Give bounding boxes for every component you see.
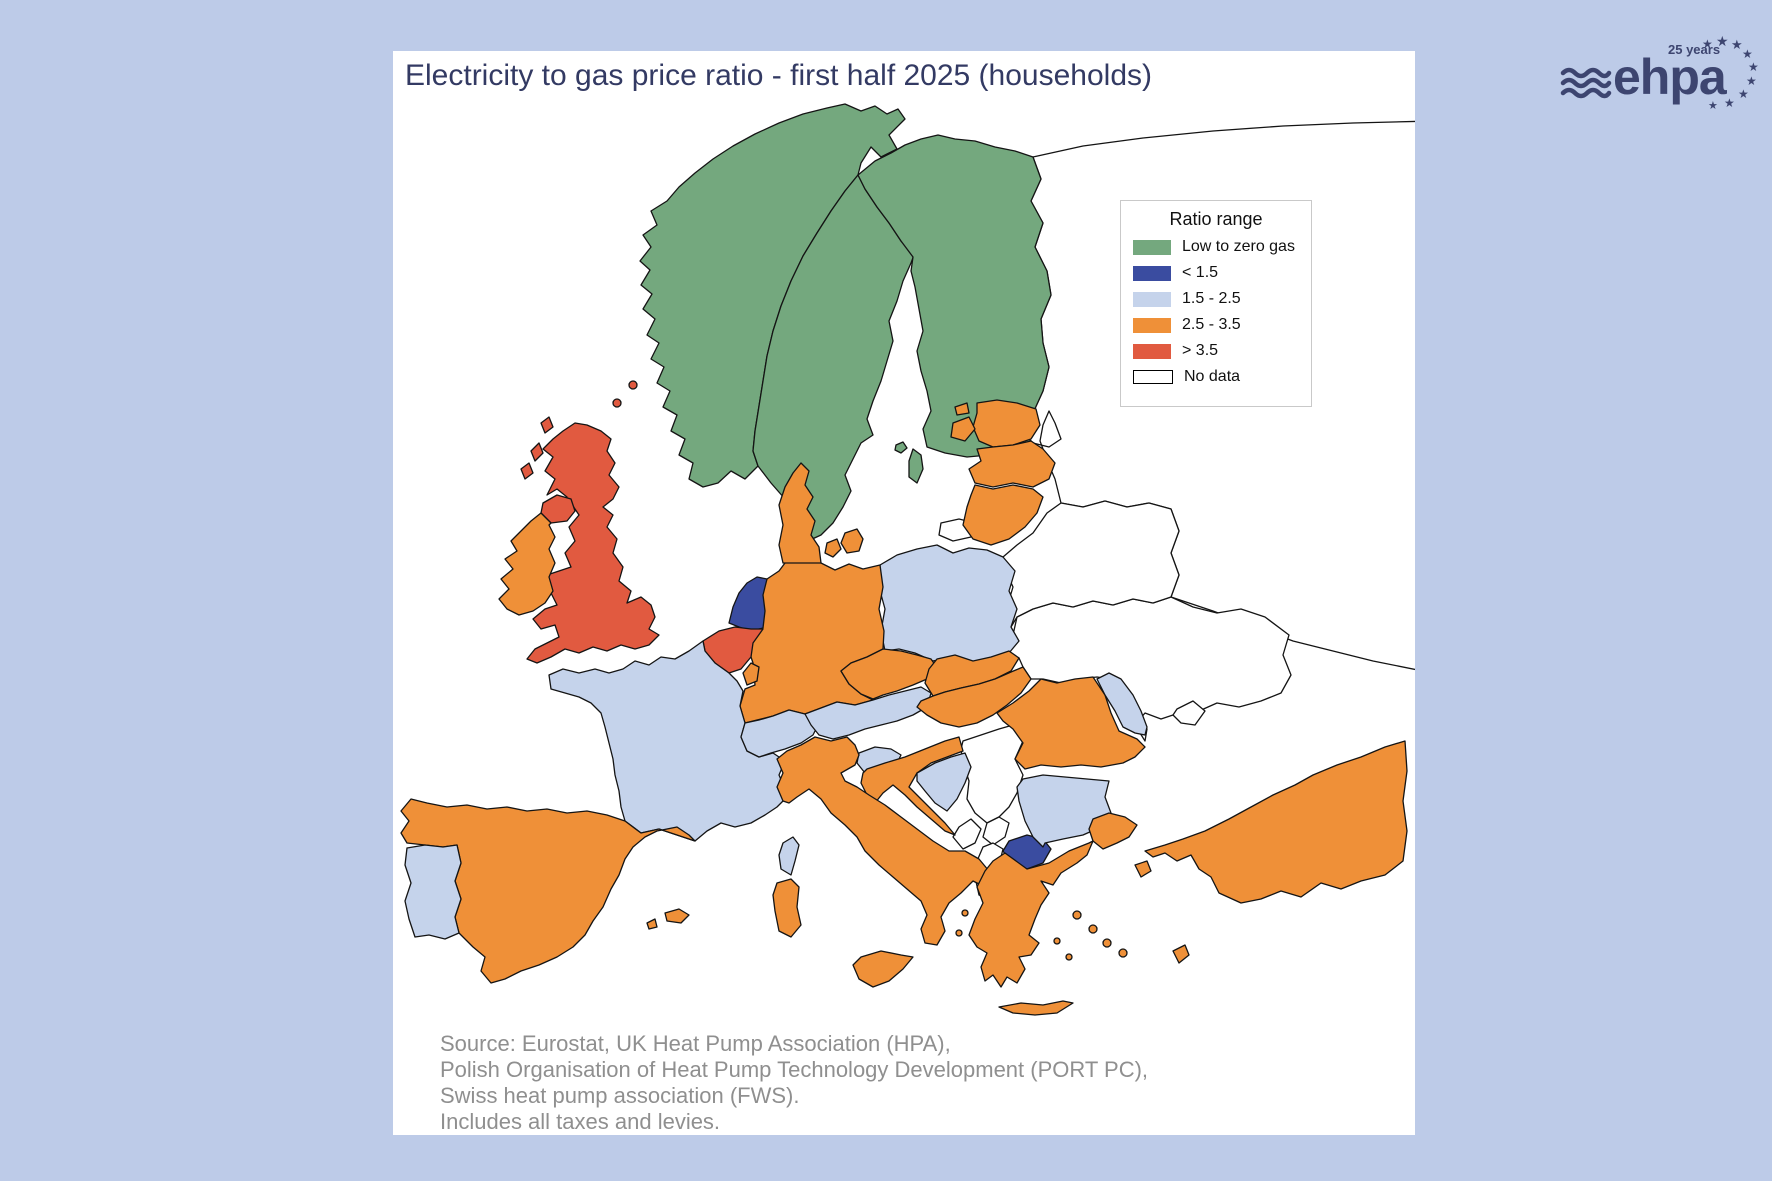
- country-denmark: [778, 462, 822, 564]
- aland-islands: [894, 441, 908, 454]
- sardinia-island: [772, 878, 802, 938]
- legend-swatch-lt-1-5: [1133, 265, 1171, 281]
- aegean-island: [1118, 948, 1128, 958]
- country-ireland: [498, 512, 556, 616]
- star-icon: ★: [1742, 47, 1753, 61]
- legend-title: Ratio range: [1169, 209, 1263, 229]
- source-line: Swiss heat pump association (FWS).: [440, 1083, 800, 1108]
- legend-item: 1.5 - 2.5: [1133, 290, 1299, 308]
- logo-wordmark: ehpa: [1613, 49, 1727, 105]
- ionian-island: [955, 929, 963, 937]
- aegean-island: [1088, 924, 1098, 934]
- country-lithuania: [962, 484, 1044, 546]
- source-attribution: Source: Eurostat, UK Heat Pump Associati…: [440, 1031, 1148, 1135]
- saaremaa-island: [950, 416, 976, 442]
- hebrides-island: [530, 442, 544, 462]
- hebrides-island: [520, 462, 534, 480]
- corsica-island: [778, 836, 800, 876]
- page-title: Electricity to gas price ratio - first h…: [405, 59, 1152, 92]
- country-montenegro: [952, 818, 982, 850]
- country-estonia: [972, 399, 1041, 448]
- source-line: Source: Eurostat, UK Heat Pump Associati…: [440, 1031, 951, 1056]
- funen-island: [824, 538, 842, 558]
- country-serbia: [960, 724, 1024, 824]
- country-latvia: [968, 440, 1056, 488]
- zealand-island: [840, 528, 864, 554]
- country-spain: [400, 798, 696, 984]
- legend-item: Low to zero gas: [1133, 238, 1299, 256]
- country-finland: [857, 134, 1052, 458]
- ionian-island: [961, 909, 969, 917]
- mallorca-island: [664, 908, 690, 924]
- map-legend: Ratio range Low to zero gas < 1.5 1.5 - …: [1120, 200, 1312, 407]
- legend-swatch-2-5-3-5: [1133, 317, 1171, 333]
- country-luxembourg: [742, 662, 760, 686]
- waves-icon: [1560, 67, 1612, 99]
- legend-item: 2.5 - 3.5: [1133, 316, 1299, 334]
- country-hungary: [916, 666, 1032, 728]
- country-romania: [996, 676, 1146, 770]
- legend-item: < 1.5: [1133, 264, 1299, 282]
- country-sweden: [752, 174, 915, 542]
- legend-swatch-low-to-zero-gas: [1133, 239, 1171, 255]
- orkney-island: [612, 398, 622, 408]
- rhodes-island: [1172, 944, 1190, 964]
- country-portugal: [404, 844, 462, 940]
- country-moldova: [1096, 672, 1148, 736]
- star-icon: ★: [1716, 33, 1729, 49]
- country-netherlands: [728, 576, 768, 632]
- source-line: Includes all taxes and levies.: [440, 1109, 721, 1134]
- star-icon: ★: [1708, 100, 1718, 112]
- country-poland: [878, 544, 1020, 664]
- logo-anniversary-label: 25 years: [1668, 42, 1721, 57]
- hiiumaa-island: [954, 402, 970, 416]
- star-icon: ★: [1731, 37, 1743, 52]
- star-icon: ★: [1746, 74, 1757, 88]
- aegean-island: [1072, 910, 1082, 920]
- country-bulgaria: [1016, 774, 1112, 848]
- country-crimea: [1172, 700, 1206, 726]
- sicily-island: [852, 950, 914, 988]
- aegean-island: [1053, 937, 1061, 945]
- legend-swatch-no-data: [1133, 370, 1173, 384]
- legend-item: > 3.5: [1133, 342, 1299, 360]
- hebrides-island: [540, 416, 554, 434]
- country-greece: [968, 840, 1094, 988]
- star-icon: ★: [1738, 87, 1749, 101]
- gotland-island: [908, 448, 924, 484]
- country-turkey: [1144, 740, 1408, 904]
- country-bosnia: [916, 752, 972, 812]
- source-line: Polish Organisation of Heat Pump Technol…: [440, 1057, 1149, 1082]
- map-panel: Electricity to gas price ratio - first h…: [393, 51, 1415, 1135]
- legend-item: No data: [1133, 368, 1299, 386]
- crete-island: [998, 1000, 1074, 1016]
- star-icon: ★: [1748, 60, 1759, 74]
- aegean-island: [1102, 938, 1112, 948]
- country-kosovo: [982, 816, 1010, 846]
- aegean-island: [1065, 953, 1073, 961]
- legend-swatch-1-5-2-5: [1133, 291, 1171, 307]
- star-icon: ★: [1724, 96, 1735, 110]
- country-switzerland: [740, 709, 820, 758]
- country-united-kingdom: [526, 422, 660, 664]
- lesbos-island: [1134, 860, 1152, 878]
- country-belarus: [1002, 500, 1180, 628]
- star-icon: ★: [1702, 37, 1713, 51]
- shetland-island: [628, 380, 638, 390]
- country-turkey-thrace: [1088, 812, 1138, 850]
- ibiza-island: [646, 918, 658, 930]
- legend-swatch-gt-3-5: [1133, 343, 1171, 359]
- ehpa-logo: ehpa 25 years ★ ★ ★ ★ ★ ★ ★ ★ ★: [1560, 34, 1765, 118]
